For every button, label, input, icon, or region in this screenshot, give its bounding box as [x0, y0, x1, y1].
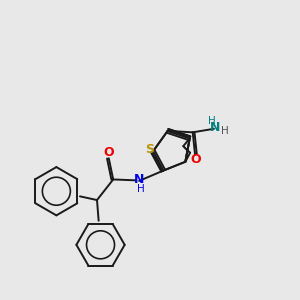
Text: H: H — [221, 126, 229, 136]
Text: N: N — [210, 121, 220, 134]
Text: N: N — [134, 173, 144, 186]
Text: H: H — [137, 184, 145, 194]
Text: O: O — [190, 153, 201, 166]
Text: O: O — [103, 146, 113, 159]
Text: H: H — [208, 116, 215, 126]
Text: S: S — [145, 142, 154, 156]
